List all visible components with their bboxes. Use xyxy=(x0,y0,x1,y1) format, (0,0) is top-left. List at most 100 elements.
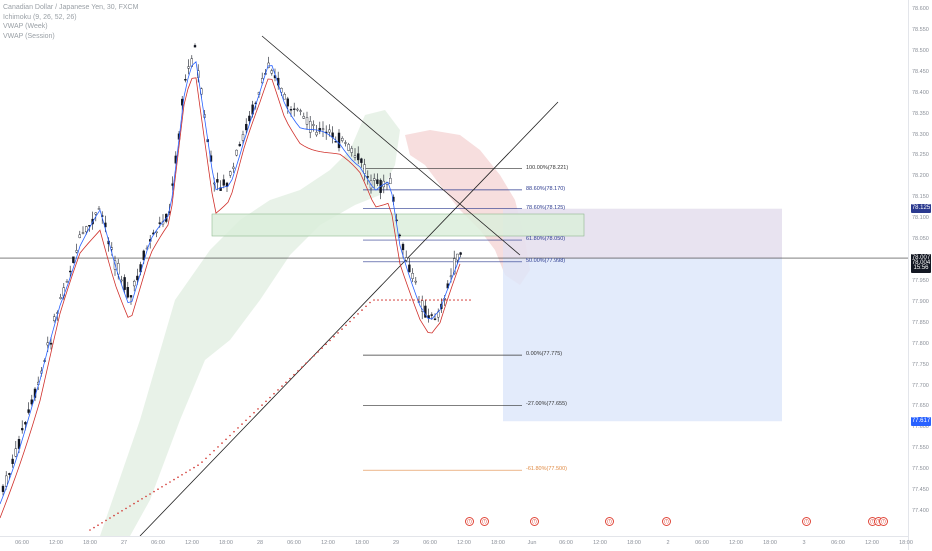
candle-body xyxy=(270,70,273,74)
economic-event-icon[interactable]: (!) xyxy=(480,517,489,526)
price-badge: 78.004 xyxy=(911,258,931,268)
ma-dot xyxy=(321,347,323,349)
trendline-down xyxy=(261,35,521,256)
time-tick-label: 3 xyxy=(802,540,806,546)
ma-dot xyxy=(233,430,235,433)
ma-dot xyxy=(457,299,459,301)
legend-vwap-week: VWAP (Week) xyxy=(3,23,48,31)
fib-level-label: 78.60%(78.125) xyxy=(526,204,566,211)
ma-dot xyxy=(149,493,151,495)
ma-dot xyxy=(177,476,179,479)
price-tick-label: 77.400 xyxy=(912,508,929,514)
price-chart[interactable] xyxy=(0,0,908,536)
ma-dot xyxy=(353,316,355,319)
price-badge: 78.125 xyxy=(911,204,931,214)
ma-dot xyxy=(185,471,187,474)
candle-body xyxy=(293,108,296,110)
candle-body xyxy=(347,144,350,151)
ma-dot xyxy=(269,396,271,399)
ma-dot xyxy=(309,358,311,361)
ma-dot xyxy=(461,299,463,301)
price-tick-label: 77.500 xyxy=(912,466,929,473)
economic-event-icon[interactable]: (!) xyxy=(802,517,811,526)
candle-body xyxy=(401,243,405,251)
fib-level-label: 50.00%(77.998) xyxy=(526,257,566,264)
ma-dot xyxy=(449,299,451,301)
candle-body xyxy=(453,258,456,274)
candle-body xyxy=(132,281,136,287)
candle-body xyxy=(248,115,251,122)
ma-dot xyxy=(325,343,327,346)
time-tick-label: 28 xyxy=(256,540,264,546)
candle-body xyxy=(353,155,357,158)
candle-body xyxy=(337,132,341,149)
economic-event-icon[interactable]: (!) xyxy=(879,517,888,526)
ma-dot xyxy=(153,490,155,493)
candle-body xyxy=(84,226,88,232)
candle-body xyxy=(296,108,299,111)
ma-dot xyxy=(361,309,363,311)
candle-body xyxy=(59,297,62,299)
price-badge: 77.617 xyxy=(911,416,931,426)
economic-event-icon[interactable]: (!) xyxy=(605,517,614,526)
candle-body xyxy=(228,171,232,176)
candle-body xyxy=(49,342,53,345)
ma-dot xyxy=(297,370,299,372)
price-tick-label: 77.650 xyxy=(912,403,929,410)
ma-dot xyxy=(409,299,411,301)
price-tick-label: 78.050 xyxy=(912,236,929,243)
time-tick-label: 18:00 xyxy=(627,540,641,546)
ma-dot xyxy=(205,457,207,460)
price-tick-label: 78.500 xyxy=(912,47,929,54)
ma-dot xyxy=(125,507,127,510)
ma-dot xyxy=(201,461,203,463)
ma-dot xyxy=(109,517,111,519)
price-axis[interactable]: 78.600 78.550 78.500 78.450 78.400 78.350 78.3… xyxy=(908,0,932,550)
candle-body xyxy=(4,475,8,487)
candle-body xyxy=(283,94,286,100)
candle-body xyxy=(14,448,18,457)
ma-dot xyxy=(425,299,427,301)
ma-dot xyxy=(313,354,315,357)
candle-body xyxy=(8,473,11,475)
candle-body xyxy=(78,234,82,238)
candle-body xyxy=(405,257,408,261)
time-tick-label: 18:00 xyxy=(355,540,369,546)
ma-dot xyxy=(209,453,211,456)
economic-event-icon[interactable]: (!) xyxy=(465,517,474,526)
ma-dot xyxy=(193,466,195,469)
economic-event-icon[interactable]: (!) xyxy=(530,517,539,526)
candle-body xyxy=(302,116,305,119)
candle-body xyxy=(238,144,242,147)
price-tick-label: 77.850 xyxy=(912,319,929,326)
candle-body xyxy=(360,158,363,163)
fib-level-label: 88.60%(78.170) xyxy=(526,185,566,192)
price-tick-label: 78.150 xyxy=(912,194,929,201)
ma-dot xyxy=(129,505,131,507)
economic-event-icon[interactable]: (!) xyxy=(662,517,671,526)
time-tick-label: 06:00 xyxy=(423,540,437,546)
ma-dot xyxy=(405,299,407,301)
candle-body xyxy=(158,222,162,224)
ma-dot xyxy=(189,469,191,471)
price-badge: 78.007 xyxy=(911,253,931,263)
candle-body xyxy=(395,219,398,222)
time-tick-label: 18:00 xyxy=(491,540,505,546)
ma-dot xyxy=(393,299,395,301)
ma-dot xyxy=(337,332,339,334)
candle-body xyxy=(267,62,270,68)
fib-level-label: -27.00%(77.655) xyxy=(526,401,567,408)
ma-dot xyxy=(89,529,91,531)
price-tick-label: 78.400 xyxy=(912,89,929,96)
ma-dot xyxy=(341,328,343,330)
candle-body xyxy=(27,409,30,413)
ma-dot xyxy=(213,449,215,452)
candle-body xyxy=(187,66,190,69)
candle-body xyxy=(142,250,146,261)
candle-body xyxy=(350,148,353,153)
time-axis[interactable]: 06:00 12:00 18:00 27 06:00 12:00 18:00 28 06:00 1… xyxy=(0,536,913,551)
price-tick-label: 78.300 xyxy=(912,131,929,138)
time-tick-label: 06:00 xyxy=(831,540,845,546)
time-tick-label: 27 xyxy=(120,540,128,546)
candle-body xyxy=(97,208,101,210)
